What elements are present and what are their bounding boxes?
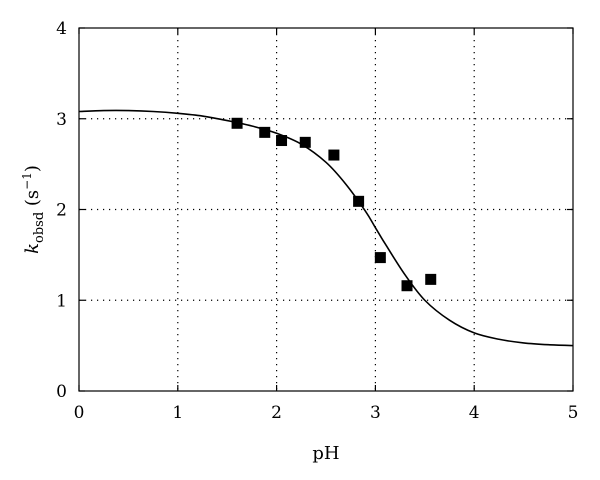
y-axis-title-unit-close: ) (22, 165, 43, 172)
y-axis-title-unit-open: (s (22, 190, 43, 212)
x-tick-label: 2 (271, 403, 282, 423)
axis-ticks (78, 27, 574, 392)
x-tick-label: 4 (469, 403, 480, 423)
x-tick-label: 0 (74, 403, 85, 423)
data-point (231, 117, 243, 129)
y-tick-label: 1 (56, 291, 67, 311)
data-point (299, 136, 311, 148)
data-point (328, 149, 340, 161)
y-tick-label: 2 (56, 201, 67, 221)
data-point (259, 126, 271, 138)
x-tick-label: 5 (568, 403, 579, 423)
y-axis-title: kobsd (s−1) (20, 165, 47, 254)
data-point (401, 280, 413, 292)
x-axis-title: pH (312, 443, 339, 464)
data-point (276, 135, 288, 147)
y-axis-title-base: k (22, 243, 43, 254)
y-axis-title-unit-sup: −1 (20, 172, 34, 190)
data-points-layer (231, 117, 437, 292)
x-tick-label: 3 (370, 403, 381, 423)
data-point (425, 273, 437, 285)
grid-lines (79, 28, 573, 391)
tick-labels: 0 1 2 3 4 5 0 1 2 3 4 (56, 19, 578, 423)
y-tick-label: 4 (56, 19, 67, 39)
y-tick-label: 3 (56, 110, 67, 130)
data-point (353, 195, 365, 207)
fit-curve (78, 109, 574, 347)
fit-curve-layer (78, 109, 574, 347)
y-tick-label: 0 (56, 382, 67, 402)
y-axis-title-subscript: obsd (32, 212, 47, 243)
x-tick-label: 1 (172, 403, 183, 423)
data-point (374, 252, 386, 264)
